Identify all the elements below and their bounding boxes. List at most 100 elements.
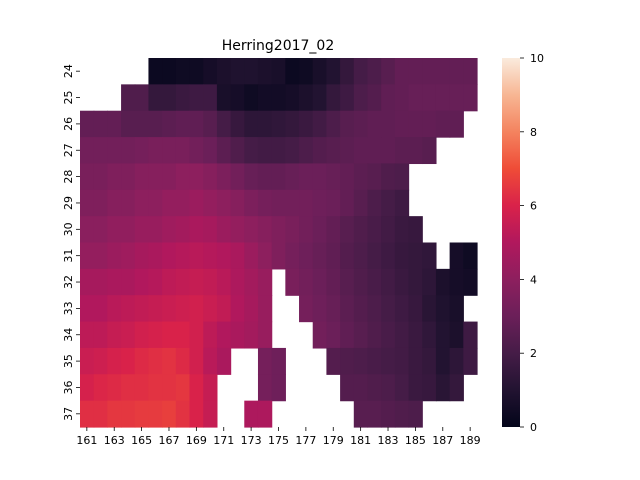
- heatmap-cell: [285, 84, 300, 112]
- heatmap-cell: [216, 189, 232, 217]
- heatmap-cell: [203, 242, 218, 270]
- heatmap-cell: [381, 374, 396, 402]
- heatmap-cell: [257, 295, 273, 323]
- heatmap-cell: [121, 163, 136, 191]
- heatmap-cell: [107, 374, 122, 402]
- heatmap-cell: [326, 110, 341, 138]
- heatmap-cell: [121, 321, 136, 349]
- heatmap-cell: [340, 58, 355, 85]
- heatmap-cell: [394, 321, 410, 349]
- heatmap-cell: [216, 347, 232, 375]
- heatmap-cell: [107, 242, 122, 270]
- heatmap-cell: [134, 110, 150, 138]
- heatmap-cell: [394, 374, 410, 402]
- colorbar-axis: 0 2 4 6 8 10: [520, 52, 544, 434]
- heatmap-cell: [257, 216, 273, 244]
- heatmap-cell: [93, 268, 108, 296]
- heatmap-cell: [299, 268, 314, 296]
- heatmap-cell: [80, 137, 95, 165]
- heatmap-cell: [80, 295, 95, 323]
- heatmap-cell: [134, 321, 150, 349]
- heatmap-cell: [148, 321, 163, 349]
- heatmap-cell: [107, 189, 122, 217]
- heatmap-cell: [408, 110, 423, 138]
- heatmap-cell: [285, 163, 300, 191]
- heatmap-cell: [408, 242, 423, 270]
- heatmap-cell: [148, 163, 163, 191]
- heatmap-cell: [121, 216, 136, 244]
- heatmap-cell: [285, 242, 300, 270]
- heatmap-cell: [134, 400, 150, 428]
- heatmap-cell: [230, 242, 245, 270]
- heatmap-cell: [107, 347, 122, 375]
- heatmap-cell: [449, 321, 464, 349]
- heatmap-cell: [244, 163, 259, 191]
- heatmap-cell: [422, 110, 437, 138]
- heatmap-cell: [285, 58, 300, 85]
- heatmap-cell: [299, 58, 314, 85]
- heatmap-cell: [408, 374, 423, 402]
- y-tick-label: 26: [62, 117, 75, 131]
- y-tick-label: 35: [62, 354, 75, 368]
- heatmap-cell: [340, 189, 355, 217]
- heatmap-cell: [463, 268, 478, 296]
- heatmap-cell: [381, 58, 396, 85]
- heatmap-cell: [148, 58, 163, 85]
- heatmap-cell: [449, 58, 464, 85]
- heatmap-cell: [230, 84, 245, 112]
- heatmap-cell: [121, 347, 136, 375]
- heatmap-cell: [121, 137, 136, 165]
- heatmap-cell: [381, 137, 396, 165]
- heatmap-cell: [285, 216, 300, 244]
- heatmap-cell: [162, 268, 177, 296]
- heatmap-cell: [285, 137, 300, 165]
- x-tick-label: 187: [432, 434, 453, 447]
- heatmap-cell: [175, 189, 191, 217]
- heatmap-cell: [80, 321, 95, 349]
- heatmap-cell: [367, 110, 382, 138]
- heatmap-cell: [80, 216, 95, 244]
- heatmap-cell: [353, 137, 369, 165]
- heatmap-cell: [285, 189, 300, 217]
- heatmap-cell: [299, 137, 314, 165]
- heatmap-cell: [394, 84, 410, 112]
- y-tick-label: 25: [62, 91, 75, 105]
- heatmap-cell: [394, 347, 410, 375]
- heatmap-cell: [257, 189, 273, 217]
- heatmap-cell: [230, 137, 245, 165]
- heatmap-cell: [326, 216, 341, 244]
- heatmap-cell: [175, 321, 191, 349]
- heatmap-cell: [244, 189, 259, 217]
- heatmap-cell: [148, 137, 163, 165]
- heatmap-cell: [175, 216, 191, 244]
- heatmap-cell: [148, 400, 163, 428]
- heatmap-cell: [162, 295, 177, 323]
- heatmap-cell: [381, 321, 396, 349]
- y-tick-label: 28: [62, 170, 75, 184]
- heatmap-cell: [463, 242, 478, 270]
- heatmap-cell: [189, 268, 204, 296]
- heatmap-cell: [162, 347, 177, 375]
- heatmap-cell: [408, 347, 423, 375]
- heatmap-cell: [80, 268, 95, 296]
- heatmap-cell: [367, 242, 382, 270]
- heatmap-cell: [422, 84, 437, 112]
- heatmap-cell: [435, 110, 451, 138]
- heatmap-cell: [80, 242, 95, 270]
- y-tick-label: 27: [62, 143, 75, 157]
- heatmap-cell: [257, 400, 273, 428]
- heatmap-cell: [353, 295, 369, 323]
- heatmap-cell: [367, 58, 382, 85]
- y-tick-label: 30: [62, 222, 75, 236]
- heatmap-cell: [394, 58, 410, 85]
- heatmap-cell: [271, 216, 286, 244]
- heatmap-cells: [80, 58, 478, 428]
- heatmap-cell: [230, 189, 245, 217]
- heatmap-cell: [435, 347, 451, 375]
- heatmap-cell: [134, 84, 150, 112]
- heatmap-cell: [93, 110, 108, 138]
- heatmap-cell: [257, 137, 273, 165]
- heatmap-cell: [449, 84, 464, 112]
- heatmap-cell: [367, 163, 382, 191]
- y-tick-label: 29: [62, 196, 75, 210]
